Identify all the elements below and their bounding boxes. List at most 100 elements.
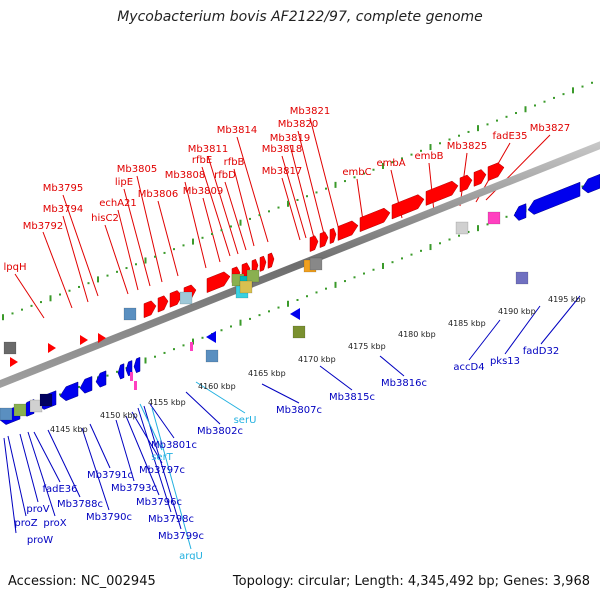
reverse-gene-label[interactable]: accD4 xyxy=(453,362,484,373)
rna-marker[interactable] xyxy=(134,381,137,390)
rna-marker[interactable] xyxy=(130,372,133,381)
forward-gene-arrow[interactable] xyxy=(459,174,473,193)
forward-gene-label[interactable]: echA21 xyxy=(99,198,137,209)
feature-box[interactable] xyxy=(239,280,253,294)
reverse-gene-arrow[interactable] xyxy=(206,331,216,343)
forward-gene-label[interactable]: embC xyxy=(342,167,371,178)
reverse-gene-label[interactable]: Mb3815c xyxy=(329,392,375,403)
forward-gene-label[interactable]: rfbB xyxy=(224,157,245,168)
forward-gene-arrow[interactable] xyxy=(309,235,319,252)
forward-gene-label[interactable]: hisC2 xyxy=(91,213,119,224)
feature-box[interactable] xyxy=(292,325,306,339)
forward-gene-label[interactable]: Mb3809 xyxy=(183,186,223,197)
reverse-gene-label[interactable]: Mb3801c xyxy=(151,440,197,451)
reverse-gene-label[interactable]: Mb3807c xyxy=(276,405,322,416)
reverse-gene-label[interactable]: Mb3799c xyxy=(158,531,204,542)
feature-box[interactable] xyxy=(0,407,13,421)
forward-gene-arrow[interactable] xyxy=(391,194,425,220)
forward-gene-label[interactable]: Mb3818 xyxy=(262,144,302,155)
forward-gene-label[interactable]: Mb3821 xyxy=(290,106,330,117)
forward-gene-arrow[interactable] xyxy=(473,169,487,187)
forward-gene-arrow[interactable] xyxy=(157,295,169,313)
feature-box[interactable] xyxy=(123,307,137,321)
forward-gene-label[interactable]: Mb3827 xyxy=(530,123,570,134)
feature-box[interactable] xyxy=(13,403,27,417)
forward-gene-arrow[interactable] xyxy=(487,162,505,182)
forward-gene-label[interactable]: Mb3792 xyxy=(23,221,63,232)
reverse-gene-arrow[interactable] xyxy=(513,203,527,221)
forward-gene-label[interactable]: Mb3806 xyxy=(138,189,178,200)
forward-gene-arrow[interactable] xyxy=(259,255,267,272)
forward-gene-arrow[interactable] xyxy=(80,335,88,345)
feature-box[interactable] xyxy=(309,257,323,271)
forward-gene-label[interactable]: Mb3814 xyxy=(217,125,257,136)
forward-gene-label[interactable]: Mb3794 xyxy=(43,204,83,215)
feature-box[interactable] xyxy=(179,291,193,305)
reverse-gene-label[interactable]: Mb3788c xyxy=(57,499,103,510)
reverse-gene-arrow[interactable] xyxy=(79,376,93,394)
forward-gene-label[interactable]: Mb3817 xyxy=(262,166,302,177)
reverse-gene-label[interactable]: Mb3797c xyxy=(139,465,185,476)
forward-gene-arrow[interactable] xyxy=(337,220,359,241)
reverse-gene-arrow[interactable] xyxy=(290,308,300,320)
forward-gene-arrow[interactable] xyxy=(48,343,56,353)
rna-gene-label[interactable]: argU xyxy=(179,551,203,560)
reverse-gene-label[interactable]: Mb3798c xyxy=(148,514,194,525)
reverse-gene-label[interactable]: pks13 xyxy=(490,356,520,367)
forward-gene-label[interactable]: rfbE xyxy=(192,155,212,166)
forward-gene-label[interactable]: fadE35 xyxy=(492,131,527,142)
reverse-gene-label[interactable]: Mb3816c xyxy=(381,378,427,389)
rna-gene-label[interactable]: serT xyxy=(151,452,173,463)
forward-gene-label[interactable]: lpqH xyxy=(4,262,27,273)
reverse-gene-arrow[interactable] xyxy=(133,356,141,374)
reverse-gene-label[interactable]: proX xyxy=(43,518,66,529)
forward-gene-label[interactable]: Mb3805 xyxy=(117,164,157,175)
forward-gene-arrow[interactable] xyxy=(319,231,329,249)
reverse-gene-label[interactable]: proW xyxy=(27,535,53,546)
feature-box[interactable] xyxy=(487,211,501,225)
reverse-gene-label[interactable]: Mb3790c xyxy=(86,512,132,523)
reverse-gene-label[interactable]: Mb3793c xyxy=(111,483,157,494)
reverse-gene-label[interactable]: Mb3796c xyxy=(136,497,182,508)
forward-gene-arrow[interactable] xyxy=(98,333,106,343)
forward-gene-label[interactable]: Mb3819 xyxy=(270,133,310,144)
forward-gene-arrow[interactable] xyxy=(206,271,231,293)
forward-gene-label[interactable]: Mb3825 xyxy=(447,141,487,152)
feature-box[interactable] xyxy=(205,349,219,363)
reverse-gene-label[interactable]: proZ xyxy=(14,518,37,529)
forward-gene-label[interactable]: Mb3808 xyxy=(165,170,205,181)
forward-gene-label[interactable]: Mb3795 xyxy=(43,183,83,194)
feature-box[interactable] xyxy=(515,271,529,285)
forward-gene-arrow[interactable] xyxy=(329,227,337,245)
genome-map[interactable]: 4145 kbp 4150 kbp 4155 kbp 4160 kbp 4165 kbp… xyxy=(0,0,600,560)
feature-box[interactable] xyxy=(246,269,260,283)
forward-gene-label[interactable]: embB xyxy=(414,151,443,162)
reverse-gene-label[interactable]: fadE36 xyxy=(42,484,77,495)
forward-gene-arrow[interactable] xyxy=(359,207,391,233)
forward-gene-arrow[interactable] xyxy=(10,357,18,367)
reverse-gene-arrow[interactable] xyxy=(59,381,79,402)
forward-gene-label[interactable]: rfbD xyxy=(214,170,236,181)
feature-box[interactable] xyxy=(39,393,53,407)
feature-box[interactable] xyxy=(3,341,17,355)
forward-gene-arrow[interactable] xyxy=(169,290,183,308)
reverse-gene-leader-line xyxy=(319,365,353,391)
forward-gene-arrow[interactable] xyxy=(143,300,157,319)
rna-gene-label[interactable]: serU xyxy=(234,415,257,426)
reverse-gene-label[interactable]: fadD32 xyxy=(523,346,559,357)
forward-gene-label[interactable]: Mb3811 xyxy=(188,144,228,155)
reverse-gene-arrow[interactable] xyxy=(581,173,600,194)
reverse-gene-label[interactable]: proV xyxy=(26,504,49,515)
forward-gene-arrow[interactable] xyxy=(425,180,459,206)
forward-gene-label[interactable]: lipE xyxy=(115,177,133,188)
rna-marker[interactable] xyxy=(190,342,193,351)
reverse-gene-arrow[interactable] xyxy=(117,363,125,380)
forward-gene-label[interactable]: embA xyxy=(376,158,405,169)
reverse-gene-label[interactable]: Mb3791c xyxy=(87,470,133,481)
feature-box[interactable] xyxy=(455,221,469,235)
reverse-gene-arrow[interactable] xyxy=(527,181,581,215)
reverse-gene-label[interactable]: Mb3802c xyxy=(197,426,243,437)
forward-gene-arrow[interactable] xyxy=(267,252,275,269)
reverse-gene-arrow[interactable] xyxy=(95,370,107,388)
forward-gene-label[interactable]: Mb3820 xyxy=(278,119,318,130)
